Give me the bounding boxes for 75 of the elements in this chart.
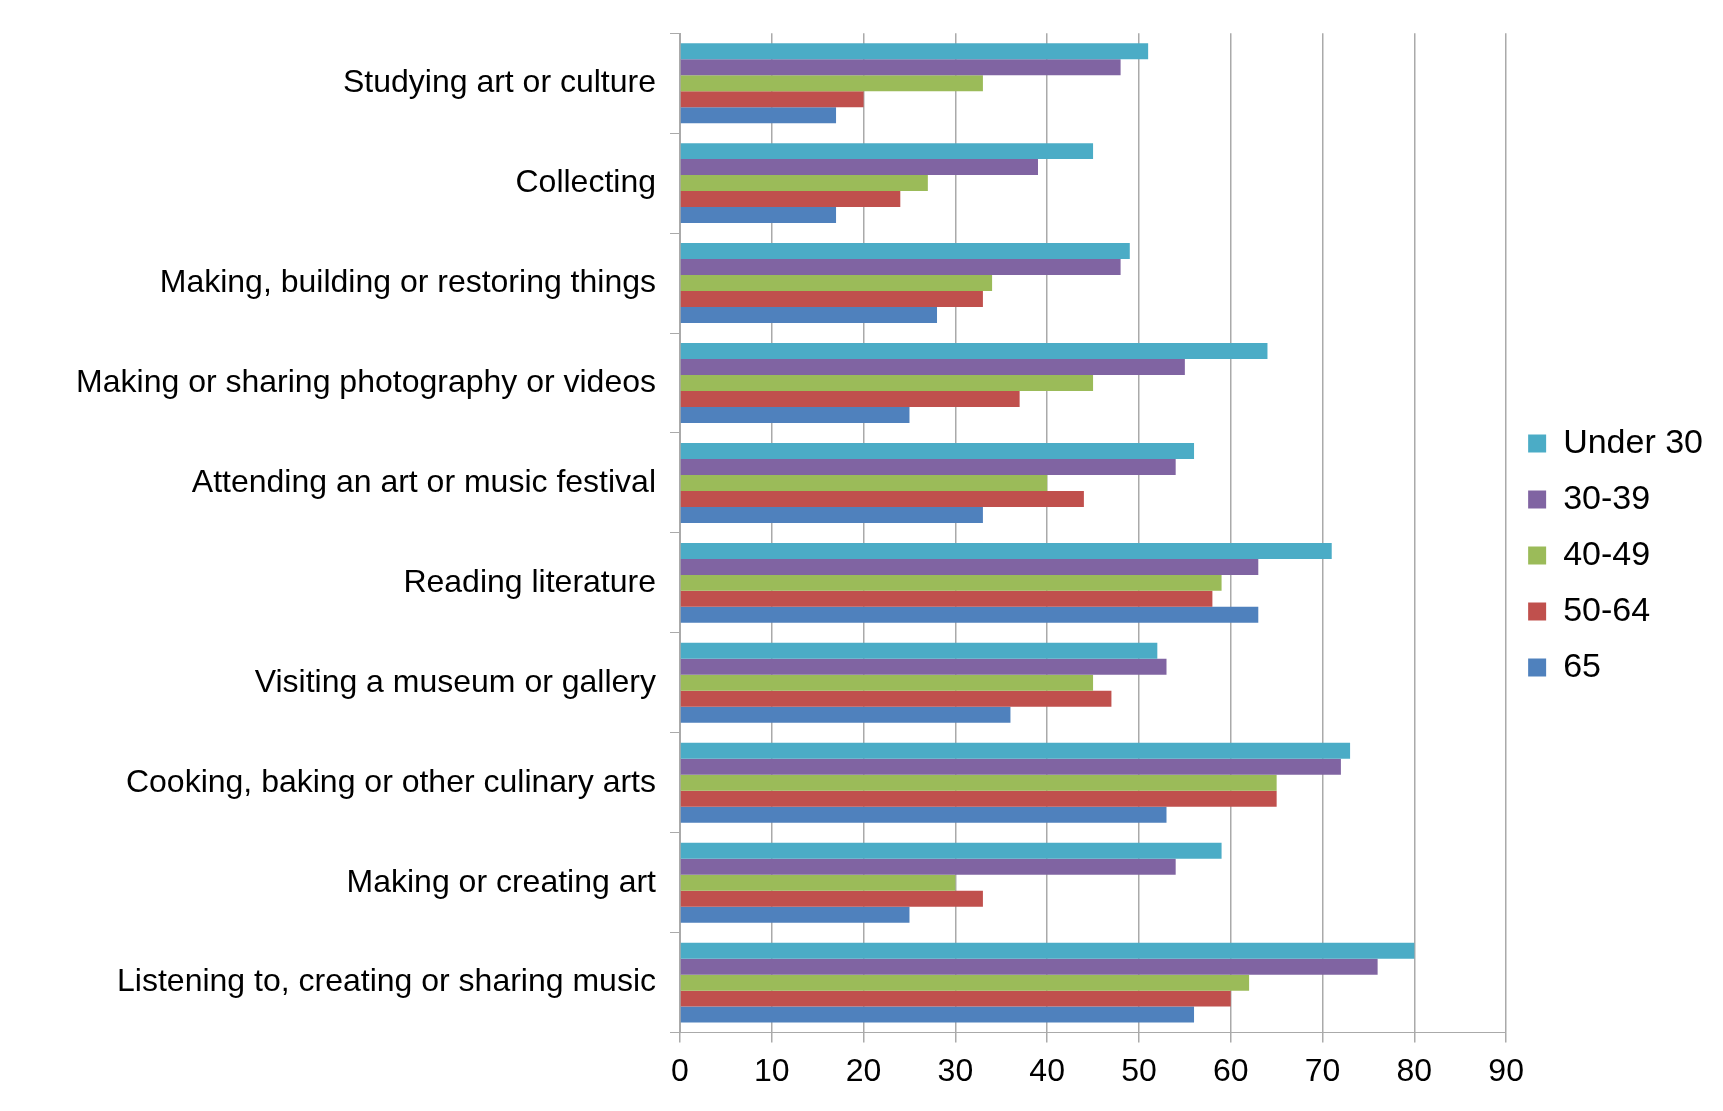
- bar: [680, 606, 1259, 623]
- bar: [680, 642, 1158, 659]
- bar: [680, 474, 1048, 491]
- bar: [680, 291, 983, 308]
- bar: [680, 243, 1130, 260]
- y-tick-label: Making or sharing photography or videos: [76, 362, 656, 399]
- x-tick-label: 90: [1488, 1051, 1524, 1088]
- bar: [680, 858, 1176, 875]
- x-tick-label: 30: [937, 1051, 974, 1088]
- y-tick-label: Visiting a museum or gallery: [254, 662, 656, 699]
- x-tick-label: 40: [1029, 1051, 1065, 1088]
- bar: [680, 375, 1094, 391]
- x-tick-label: 10: [754, 1051, 790, 1088]
- y-tick-label: Cooking, baking or other culinary arts: [125, 762, 656, 799]
- bar: [680, 974, 1250, 991]
- bar: [680, 874, 956, 891]
- bar: [680, 506, 983, 523]
- bar: [680, 359, 1185, 375]
- bar: [680, 406, 910, 423]
- bar: [680, 742, 1351, 759]
- bar: [680, 442, 1195, 459]
- bar: [680, 890, 983, 907]
- bar: [680, 590, 1213, 607]
- x-tick-label: 60: [1212, 1051, 1249, 1088]
- bar: [680, 143, 1094, 160]
- bar: [680, 690, 1112, 707]
- bar: [680, 574, 1222, 591]
- bar: [680, 207, 837, 224]
- bar: [680, 343, 1268, 359]
- bar: [680, 490, 1084, 507]
- legend-label: 65: [1563, 645, 1601, 684]
- y-tick-label: Studying art or culture: [342, 63, 656, 99]
- bar: [680, 542, 1332, 559]
- bar: [680, 806, 1167, 823]
- bar: [680, 307, 938, 324]
- bar: [680, 906, 910, 923]
- legend-label: 40-49: [1563, 533, 1651, 572]
- bar: [680, 175, 928, 192]
- bar: [680, 91, 864, 108]
- bar: [680, 59, 1121, 76]
- y-tick-label: Making or creating art: [346, 862, 657, 899]
- bar: [680, 458, 1176, 475]
- x-tick-label: 50: [1121, 1051, 1157, 1088]
- legend-label: 50-64: [1563, 589, 1651, 628]
- bar: [680, 259, 1121, 276]
- y-tick-label: Collecting: [515, 162, 656, 199]
- bar: [680, 706, 1011, 723]
- x-tick-label: 80: [1396, 1051, 1433, 1088]
- bar: [680, 774, 1277, 791]
- bar: [680, 990, 1231, 1007]
- y-tick-label: Listening to, creating or sharing music: [117, 962, 656, 999]
- bar: [680, 758, 1341, 775]
- bar: [680, 958, 1378, 975]
- bar: [680, 658, 1167, 675]
- legend-label: Under 30: [1563, 421, 1704, 460]
- bar: [680, 275, 993, 292]
- bar: [680, 942, 1415, 959]
- x-tick-label: 20: [845, 1051, 882, 1088]
- bar: [680, 107, 837, 124]
- x-tick-label: 0: [671, 1051, 689, 1088]
- bar: [680, 842, 1222, 859]
- y-tick-label: Making, building or restoring things: [159, 262, 656, 299]
- bar: [680, 790, 1277, 807]
- y-tick-label: Reading literature: [403, 562, 656, 599]
- bar: [680, 558, 1259, 575]
- bar: [680, 390, 1020, 407]
- legend-label: 30-39: [1563, 477, 1651, 516]
- x-tick-label: 70: [1304, 1051, 1341, 1088]
- bar: [680, 674, 1094, 691]
- bar: [680, 1006, 1195, 1023]
- bar: [680, 159, 1038, 176]
- y-tick-label: Attending an art or music festival: [191, 462, 656, 499]
- bar: [680, 75, 983, 92]
- bar: [680, 191, 901, 208]
- bar: [680, 43, 1149, 60]
